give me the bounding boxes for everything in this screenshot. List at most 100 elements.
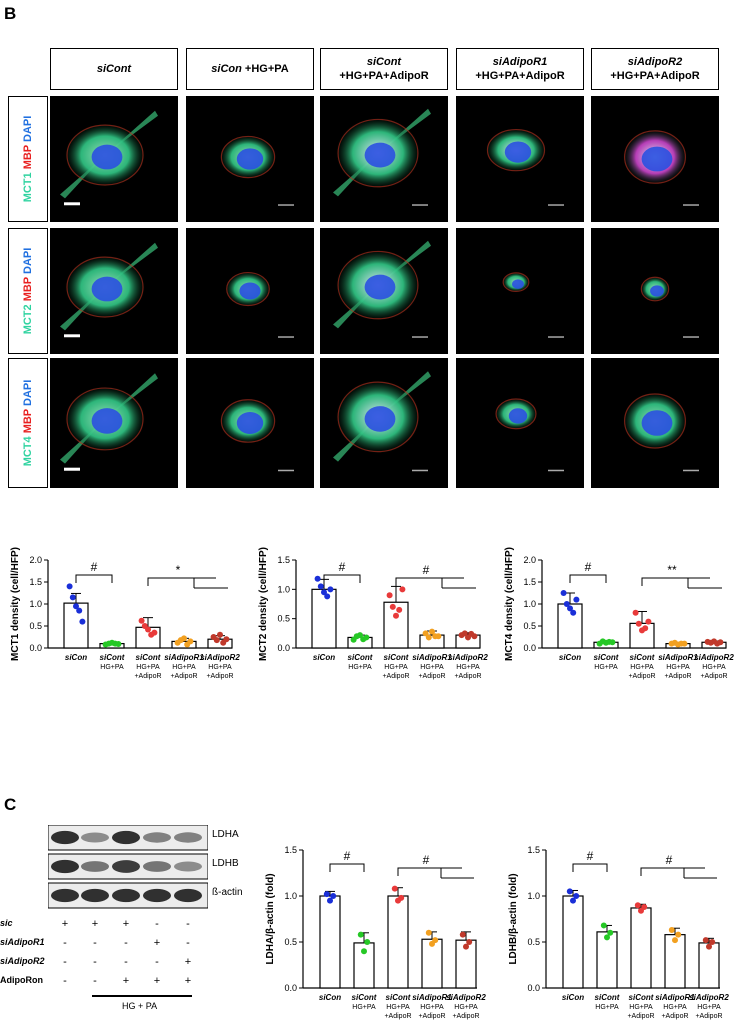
data-point [459,931,466,938]
data-point [706,943,712,950]
x-tick-label: HG+PA [136,664,160,671]
dapi-label: DAPI [22,115,34,142]
x-tick-label: HG+PA [208,664,232,671]
data-point [645,618,652,625]
x-tick-label: HG+PA [630,664,654,671]
column-header-italic: siCon [211,63,242,75]
micrograph-r3-c1 [50,358,178,488]
column-header-line1: siCon +HG+PA [211,62,288,76]
data-point [317,583,324,590]
x-tick-label: siAdipoR2 [448,653,488,662]
micrograph-r2-c4 [456,228,584,354]
x-tick-label: HG+PA [595,1004,619,1011]
x-tick-label: siCon [559,653,581,662]
y-tick-label: 0.5 [527,937,540,947]
condition-value: - [155,956,159,968]
data-point [717,639,724,646]
x-tick-label: HG+PA [666,664,690,671]
x-tick-label: siCont [629,993,654,1002]
mbp-label: MBP [22,141,34,170]
x-tick-label: HG+PA [456,664,480,671]
panel-b-label: B [4,4,17,23]
data-point [327,897,333,904]
data-point [709,939,716,945]
micrograph-r3-c5 [591,358,719,488]
significance-bracket [323,574,361,583]
x-tick-label: siAdipoR2 [694,653,734,662]
chart-plot: 0.0 0.5 1.0 1.5 MCT2 density (cell/HFP) siCon… [258,547,488,680]
y-tick-label: 0.5 [29,621,42,631]
data-point [217,631,223,638]
row-label-mct1: MCT1 MBP DAPI [8,96,48,222]
blot-band [51,859,79,874]
x-tick-label: HG+PA [420,664,444,671]
y-tick-label: 1.5 [523,577,536,587]
marker-label: MCT1 [22,169,34,203]
significance-mark: * [176,563,181,577]
marker-label: MCT2 [22,301,34,335]
condition-value: - [186,937,190,949]
y-axis-label: MCT2 density (cell/HFP) [258,547,269,661]
column-header-line2: +HG+PA+AdipoR [610,70,700,82]
data-point [675,931,682,938]
blot-band [81,861,109,872]
x-tick-label: HG+PA [702,664,726,671]
data-point [323,891,330,898]
data-point [570,897,576,904]
micrograph-r1-c5 [591,96,719,222]
x-tick-label: HG+PA [454,1004,478,1011]
condition-label: sic [0,918,13,928]
x-tick-label: +AdipoR [384,1013,411,1020]
significance-bracket [641,577,710,586]
data-point [364,939,371,945]
x-tick-label: siCon [319,993,341,1002]
data-point [702,937,709,944]
data-point [425,929,432,936]
data-point [398,894,405,901]
x-tick-label: siAdipoR2 [200,653,240,662]
significance-bracket [75,574,113,583]
micrograph-r1-c3 [320,96,448,222]
bar [387,895,409,989]
data-point [672,937,678,944]
x-tick-label: siAdipoR2 [446,993,486,1002]
condition-value: + [153,975,161,987]
y-tick-label: 0.0 [29,643,42,653]
blot-band [143,832,171,843]
x-tick-label: HG+PA [594,664,618,671]
condition-label: siAdipoR2 [0,956,45,966]
condition-value: + [122,975,130,987]
chart-mct1-density: 0.0 0.5 1.0 1.5 2.0 MCT1 density (cell/HFP) si… [10,547,240,680]
column-header-2: siCon +HG+PA [186,48,314,90]
data-point [223,636,230,643]
data-point [604,934,610,941]
chart-plot: 0.0 0.5 1.0 1.5 LDHA/β-actin (fold) siCon siCo… [265,845,486,1020]
y-tick-label: 0.5 [277,614,290,624]
data-point [600,922,607,929]
condition-value: + [61,918,69,930]
micrograph-r3-c3 [320,358,448,488]
y-axis-label: MCT4 density (cell/HFP) [504,547,515,661]
x-tick-label: siCont [348,653,373,662]
x-tick-label: siCont [100,653,125,662]
significance-mark: ** [667,563,677,577]
bar [63,602,89,649]
condition-value: - [63,937,67,949]
data-point [73,603,79,610]
column-header-italic: siAdipoR1 [492,56,548,68]
significance-bracket [147,577,216,586]
y-tick-label: 1.5 [284,845,297,855]
x-tick-label: +AdipoR [700,673,727,680]
column-header-line2: +HG+PA+AdipoR [339,70,429,82]
x-tick-label: siCont [630,653,655,662]
x-tick-label: +AdipoR [695,1013,722,1020]
x-tick-label: siCont [386,993,411,1002]
data-point [396,606,403,613]
marker-label: MCT4 [22,433,34,467]
column-header-5: siAdipoR2 +HG+PA+AdipoR [591,48,719,90]
x-tick-label: +AdipoR [661,1013,688,1020]
blot-band [112,888,140,903]
y-axis-label: LDHA/β-actin (fold) [265,873,276,964]
data-point [466,939,473,945]
x-tick-label: HG+PA [420,1004,444,1011]
